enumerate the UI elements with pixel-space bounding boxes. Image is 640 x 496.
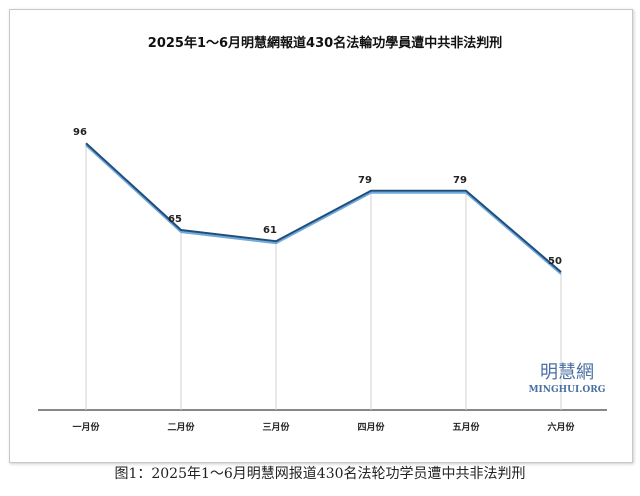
- chart-frame: [9, 9, 633, 463]
- figure-caption: 图1：2025年1～6月明慧网报道430名法轮功学员遭中共非法判刑: [114, 466, 526, 482]
- chart-title: 2025年1～6月明慧網報道430名法輪功學員遭中共非法判刑: [148, 35, 502, 51]
- data-label: 96: [73, 127, 87, 138]
- x-tick-label: 四月份: [357, 421, 385, 433]
- data-label: 79: [453, 175, 467, 186]
- x-tick-label: 五月份: [452, 421, 480, 433]
- data-label: 61: [263, 225, 277, 236]
- x-tick-label: 二月份: [167, 421, 195, 433]
- series-line: [85, 142, 562, 273]
- watermark-en: MINGHUI.ORG: [529, 385, 606, 395]
- data-label: 65: [168, 214, 182, 225]
- watermark-cn: 明慧網: [540, 362, 594, 383]
- x-tick-label: 六月份: [547, 421, 575, 433]
- data-label: 50: [548, 256, 562, 267]
- x-tick-label: 三月份: [262, 421, 290, 433]
- series-line-shadow: [85, 144, 562, 275]
- x-tick-label: 一月份: [72, 421, 100, 433]
- data-label: 79: [358, 175, 372, 186]
